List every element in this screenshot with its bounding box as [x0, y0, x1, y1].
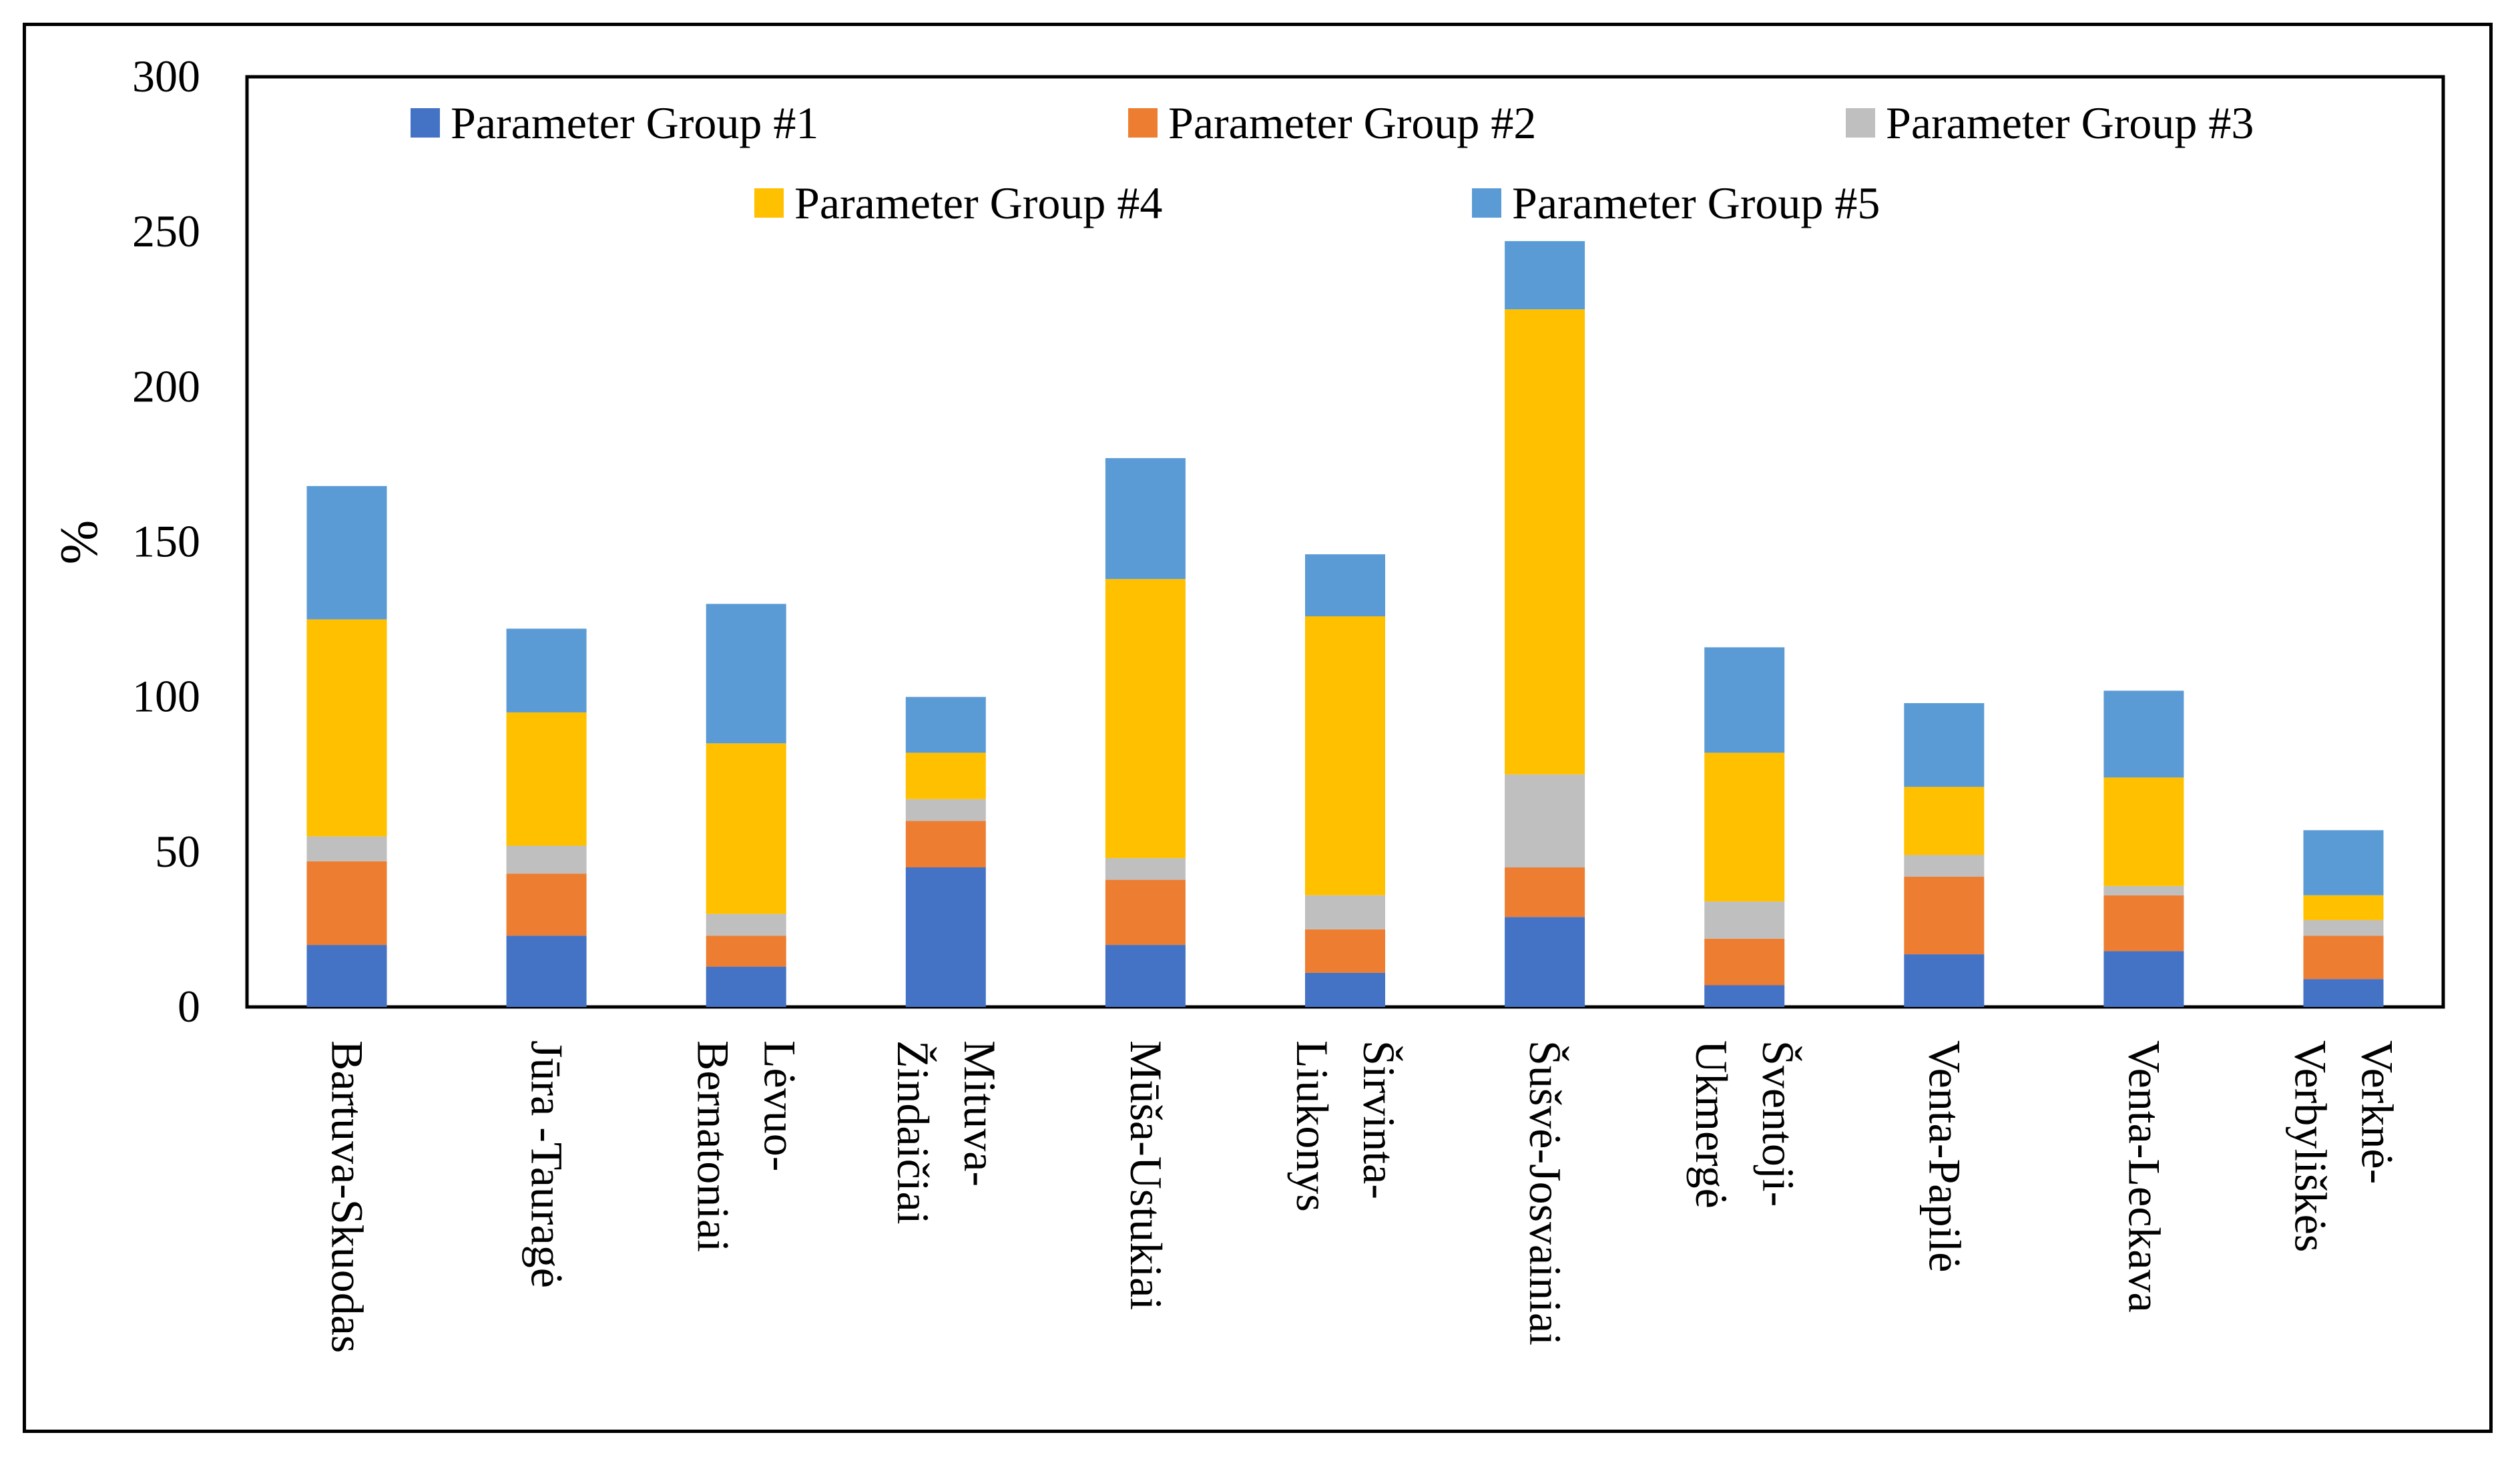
bar-segment-1-series-4 [306, 619, 387, 837]
bar-segment-5-series-5 [1105, 458, 1186, 580]
legend-swatch-4 [754, 188, 784, 218]
bar-segment-1-series-2 [306, 861, 387, 946]
x-category-label-11-line-1: Verknė- [2352, 1040, 2403, 1184]
x-category-label-6-line-2: Liukonys [1287, 1040, 1338, 1212]
y-axis-title: % [50, 520, 109, 565]
y-tick-label-50: 50 [155, 826, 200, 877]
bar-segment-6-series-3 [1305, 895, 1385, 929]
y-tick-label-150: 150 [132, 516, 200, 567]
x-category-label-8-line-2: Ukmergė [1686, 1040, 1737, 1209]
bar-segment-3-series-4 [706, 743, 786, 914]
x-category-label-3-line-1: Lėvuo- [755, 1040, 806, 1171]
y-tick-label-100: 100 [132, 671, 200, 722]
bar-segment-2-series-5 [506, 628, 587, 712]
x-category-label-8-line-1: Šventoji- [1753, 1040, 1804, 1207]
bar-segment-3-series-1 [706, 966, 786, 1007]
bar-segment-6-series-5 [1305, 554, 1385, 616]
bar-segment-5-series-2 [1105, 879, 1186, 946]
bar-segment-9-series-1 [1904, 954, 1985, 1007]
x-category-label-4-line-1: Mituva- [955, 1040, 1005, 1187]
bar-segment-4-series-4 [905, 753, 986, 799]
x-category-label-6-line-1: Širvinta- [1354, 1040, 1405, 1199]
bar-segment-3-series-2 [706, 935, 786, 967]
bar-segment-2-series-1 [506, 935, 587, 1007]
legend-label-1: Parameter Group #1 [451, 97, 818, 148]
bar-segment-6-series-4 [1305, 616, 1385, 895]
y-tick-label-200: 200 [132, 361, 200, 411]
bar-segment-2-series-3 [506, 845, 587, 874]
bar-segment-8-series-1 [1704, 985, 1785, 1007]
bar-segment-5-series-4 [1105, 579, 1186, 859]
bar-segment-7-series-3 [1505, 774, 1585, 868]
x-category-label-10: Venta-Leckava [2119, 1040, 2170, 1313]
bar-segment-11-series-3 [2303, 920, 2384, 936]
x-category-label-4-line-2: Žindaičiai [888, 1040, 939, 1225]
y-tick-label-250: 250 [132, 206, 200, 256]
bar-segment-4-series-1 [905, 867, 986, 1007]
bar-segment-11-series-2 [2303, 935, 2384, 980]
bar-segment-10-series-4 [2103, 777, 2184, 886]
bar-segment-4-series-5 [905, 696, 986, 753]
legend-label-5: Parameter Group #5 [1512, 178, 1880, 228]
legend-label-4: Parameter Group #4 [794, 178, 1162, 228]
bar-segment-4-series-3 [905, 799, 986, 821]
x-category-label-2: Jūra -Tauragė [522, 1040, 573, 1288]
bar-segment-8-series-5 [1704, 647, 1785, 753]
bar-segment-1-series-1 [306, 945, 387, 1007]
legend-swatch-5 [1472, 188, 1501, 218]
x-category-label-9: Venta-Papilė [1919, 1040, 1970, 1272]
bar-segment-9-series-5 [1904, 703, 1985, 787]
legend-swatch-1 [411, 108, 440, 138]
bar-segment-4-series-2 [905, 821, 986, 867]
bar-segment-8-series-3 [1704, 901, 1785, 939]
legend: Parameter Group #1 Parameter Group #2 Para… [411, 97, 2254, 228]
bar-segment-10-series-3 [2103, 885, 2184, 895]
bar-segment-7-series-4 [1505, 309, 1585, 775]
bar-segment-5-series-1 [1105, 945, 1186, 1007]
bar-segment-1-series-5 [306, 485, 387, 620]
bar-segment-7-series-1 [1505, 917, 1585, 1007]
bar-segment-6-series-2 [1305, 929, 1385, 973]
bar-segment-8-series-4 [1704, 753, 1785, 902]
bar-segment-6-series-1 [1305, 972, 1385, 1007]
bar-segment-2-series-4 [506, 712, 587, 846]
x-category-label-1: Bartuva-Skuodas [322, 1040, 373, 1353]
bar-segment-10-series-5 [2103, 690, 2184, 778]
bars-group [306, 241, 2384, 1007]
x-category-label-11-line-2: Verbyliškės [2286, 1040, 2336, 1252]
bar-segment-11-series-5 [2303, 830, 2384, 895]
figure-frame [23, 23, 2493, 1433]
bar-segment-3-series-3 [706, 913, 786, 936]
legend-swatch-3 [1846, 108, 1875, 138]
bar-segment-9-series-3 [1904, 855, 1985, 877]
bar-segment-8-series-2 [1704, 938, 1785, 986]
bar-segment-9-series-2 [1904, 877, 1985, 955]
bar-segment-1-series-3 [306, 836, 387, 861]
bar-segment-10-series-1 [2103, 951, 2184, 1007]
bar-segment-11-series-4 [2303, 895, 2384, 920]
x-category-label-3-line-2: Bernatoniai [688, 1040, 739, 1252]
bar-segment-10-series-2 [2103, 895, 2184, 952]
y-tick-label-0: 0 [178, 981, 200, 1032]
x-axis-category-labels: Bartuva-Skuodas Jūra -Tauragė Lėvuo- Bernat… [322, 1040, 2403, 1353]
bar-segment-2-series-2 [506, 873, 587, 936]
legend-label-3: Parameter Group #3 [1886, 97, 2254, 148]
bar-segment-3-series-5 [706, 604, 786, 744]
bar-segment-9-series-4 [1904, 787, 1985, 855]
bar-segment-5-series-3 [1105, 858, 1186, 880]
y-tick-label-300: 300 [132, 51, 200, 101]
y-axis-tick-labels: 0 50 100 150 200 250 300 [132, 51, 200, 1032]
x-category-label-5: Mūša-Ustukiai [1121, 1040, 1172, 1310]
legend-swatch-2 [1128, 108, 1158, 138]
x-category-label-7: Šušvė-Josvainiai [1520, 1040, 1571, 1345]
bar-segment-11-series-1 [2303, 979, 2384, 1007]
bar-segment-7-series-5 [1505, 241, 1585, 310]
legend-label-2: Parameter Group #2 [1168, 97, 1536, 148]
bar-segment-7-series-2 [1505, 867, 1585, 917]
